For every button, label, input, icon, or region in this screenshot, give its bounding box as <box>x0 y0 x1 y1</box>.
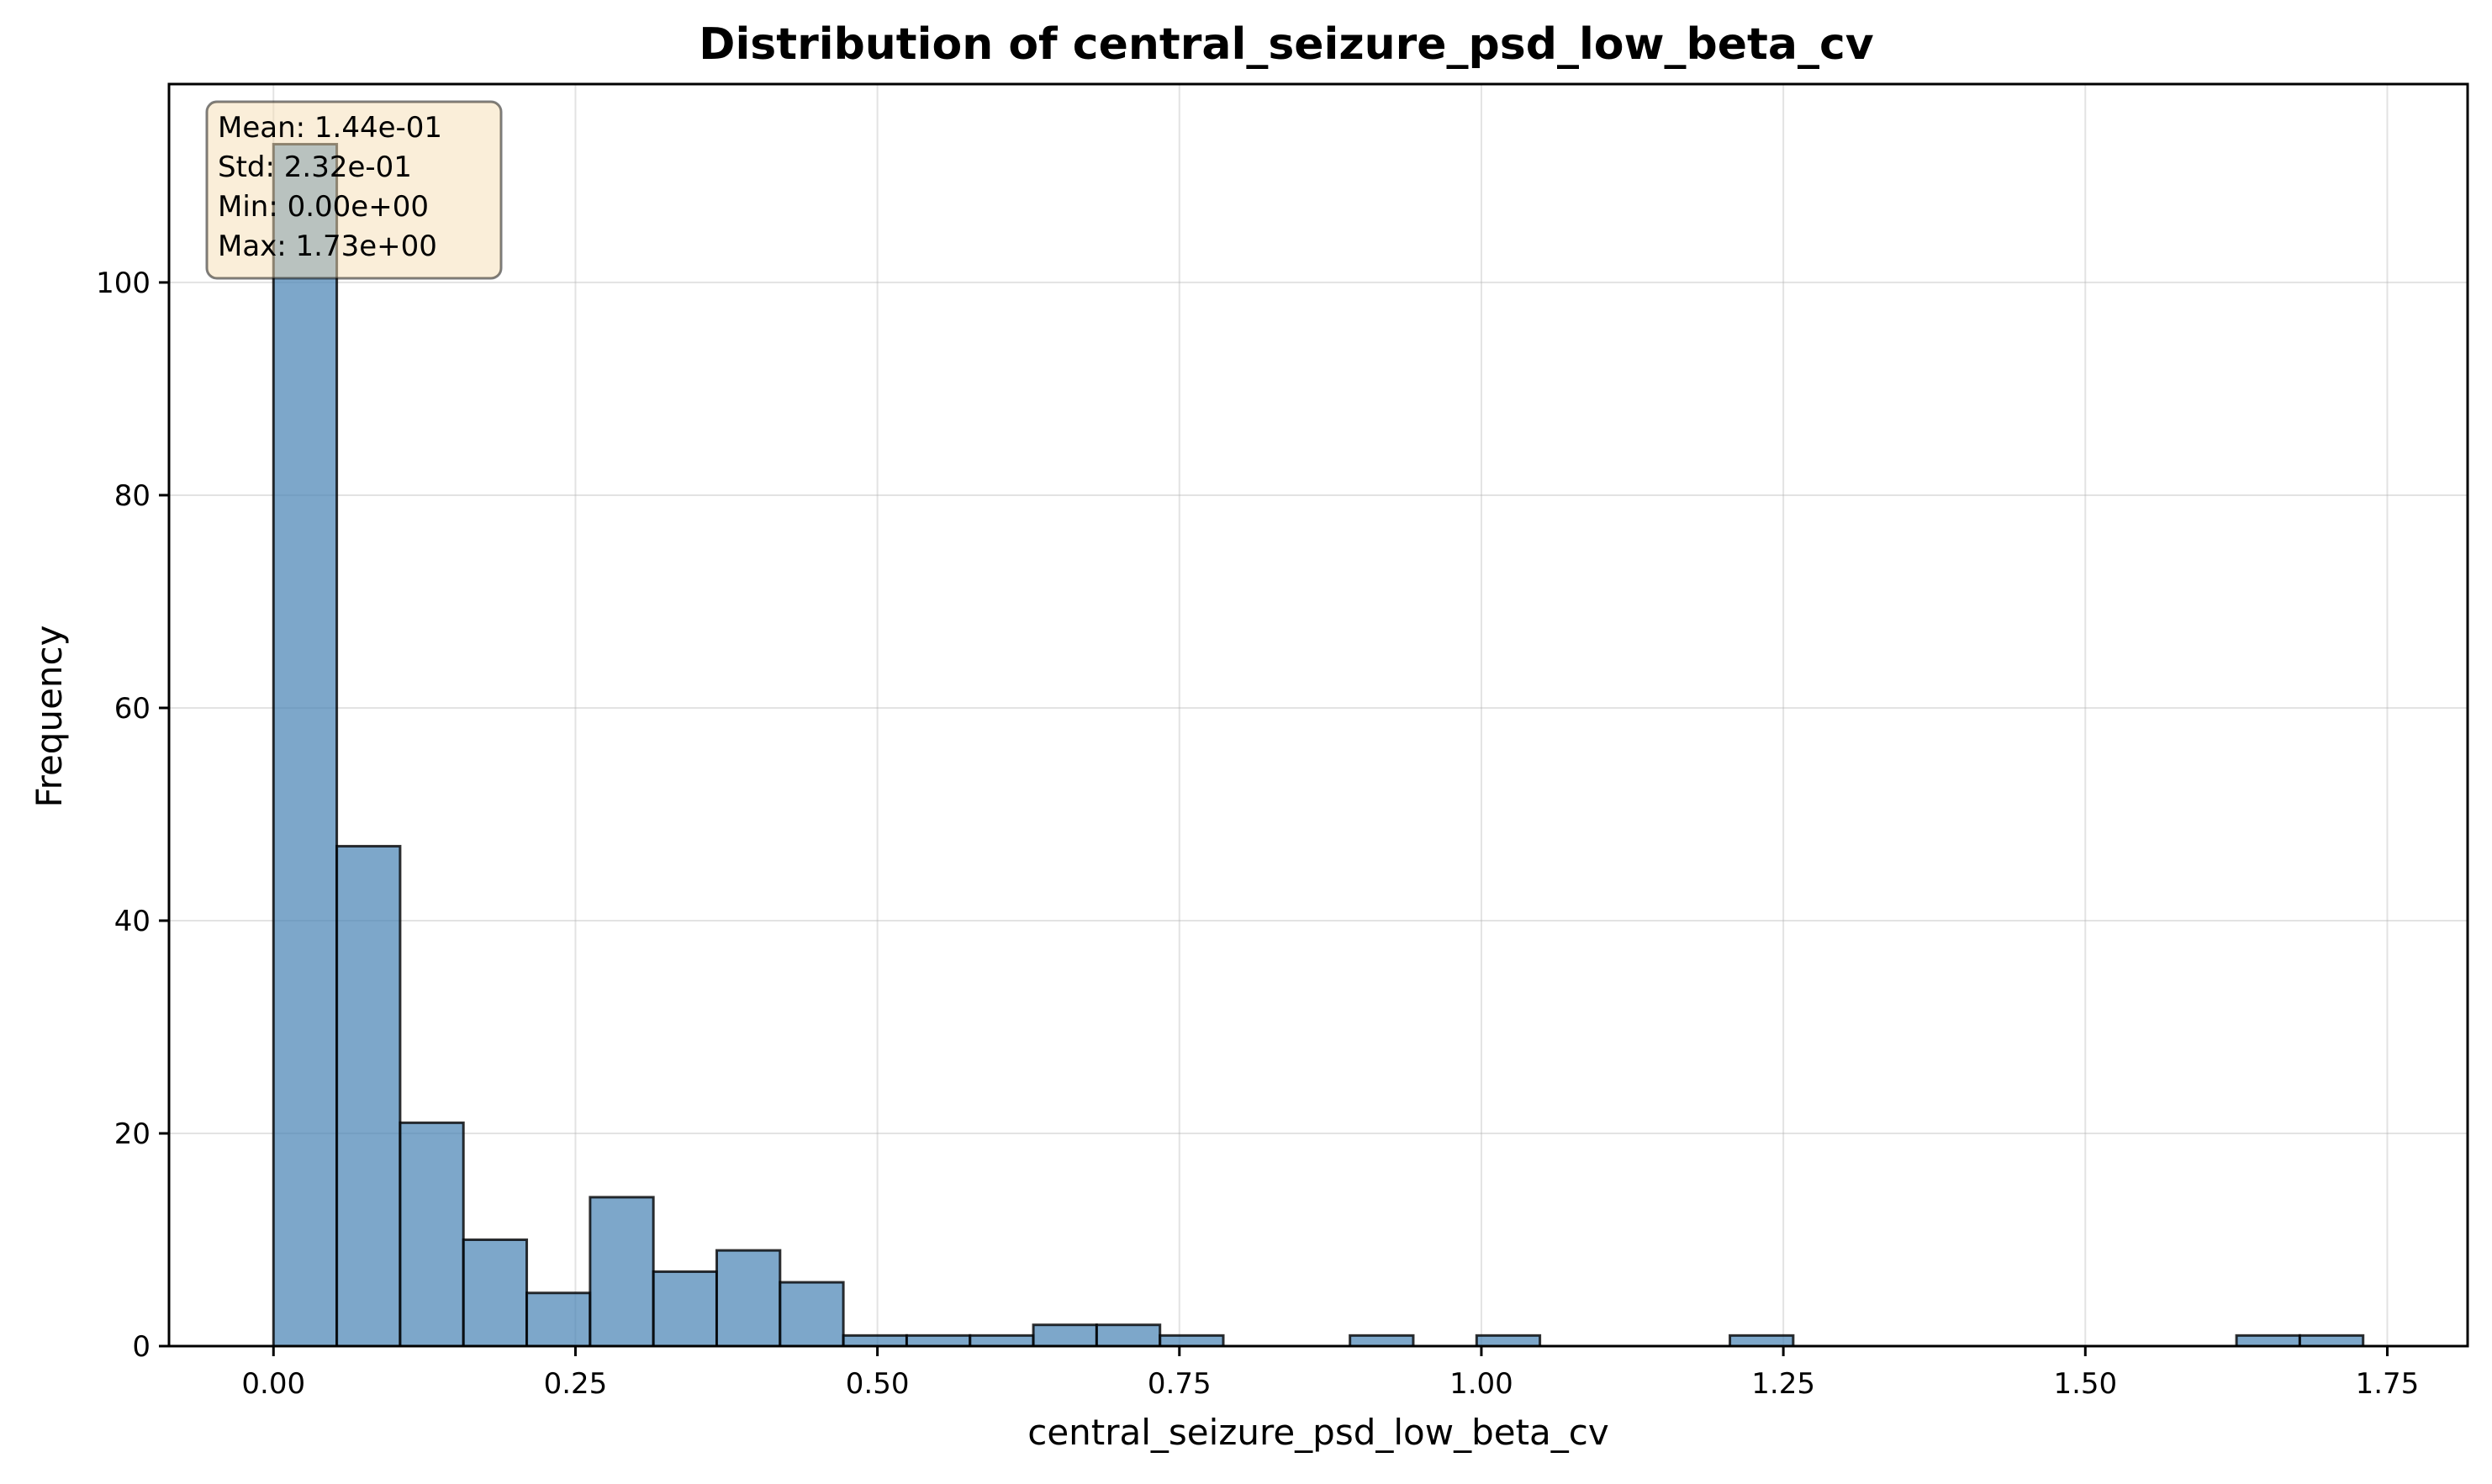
x-tick-label: 0.00 <box>241 1367 305 1401</box>
histogram-bar <box>2235 1333 2301 1348</box>
y-tick-label: 20 <box>114 1117 150 1151</box>
histogram-bar <box>969 1333 1035 1348</box>
stats-std: Std: 2.32e-01 <box>218 151 412 184</box>
y-tick-label: 40 <box>114 905 150 938</box>
y-tick-label: 60 <box>114 692 150 726</box>
histogram-bar <box>272 142 339 1348</box>
stats-mean: Mean: 1.44e-01 <box>218 111 442 145</box>
histogram-bar <box>2298 1333 2365 1348</box>
histogram-bar <box>652 1270 718 1348</box>
x-tick-label: 1.75 <box>2356 1367 2420 1401</box>
stats-box: Mean: 1.44e-01 Std: 2.32e-01 Min: 0.00e+… <box>205 100 503 280</box>
y-tick-label: 80 <box>114 479 150 513</box>
x-tick-label: 0.25 <box>544 1367 608 1401</box>
histogram-bar <box>842 1333 908 1348</box>
histogram-bar <box>1475 1333 1542 1348</box>
stats-min: Min: 0.00e+00 <box>218 190 429 224</box>
histogram-bar <box>399 1121 465 1348</box>
x-tick-label: 0.50 <box>846 1367 910 1401</box>
x-axis-label: central_seizure_psd_low_beta_cv <box>1027 1412 1609 1453</box>
x-axis-ticks: 0.00 0.25 0.50 0.75 1.00 1.25 1.50 1.75 <box>241 1346 2419 1401</box>
histogram-bar <box>1349 1333 1415 1348</box>
x-tick-label: 1.50 <box>2053 1367 2117 1401</box>
x-tick-label: 1.25 <box>1751 1367 1815 1401</box>
histogram-bar <box>589 1196 655 1348</box>
bars <box>272 142 2365 1348</box>
y-tick-label: 100 <box>96 267 150 300</box>
stats-box-background <box>205 100 503 280</box>
stats-max: Max: 1.73e+00 <box>218 230 437 263</box>
histogram-bar <box>905 1333 972 1348</box>
y-axis-label: Frequency <box>29 626 70 808</box>
x-tick-label: 0.75 <box>1148 1367 1212 1401</box>
y-axis-ticks: 0 20 40 60 80 100 <box>96 267 169 1364</box>
histogram-bar <box>779 1281 845 1348</box>
histogram-bar <box>1095 1323 1162 1348</box>
x-tick-label: 1.00 <box>1449 1367 1513 1401</box>
histogram-bar <box>1159 1333 1225 1348</box>
histogram-bar <box>462 1238 529 1348</box>
histogram-bar <box>715 1249 782 1348</box>
histogram-bar <box>525 1291 592 1348</box>
histogram-bar <box>335 844 402 1348</box>
chart-title: Distribution of central_seizure_psd_low_… <box>699 19 1874 70</box>
y-tick-label: 0 <box>132 1330 150 1364</box>
histogram-bar <box>1032 1323 1098 1348</box>
plot-area-frame <box>167 82 2469 1348</box>
histogram-bar <box>1729 1333 1795 1348</box>
